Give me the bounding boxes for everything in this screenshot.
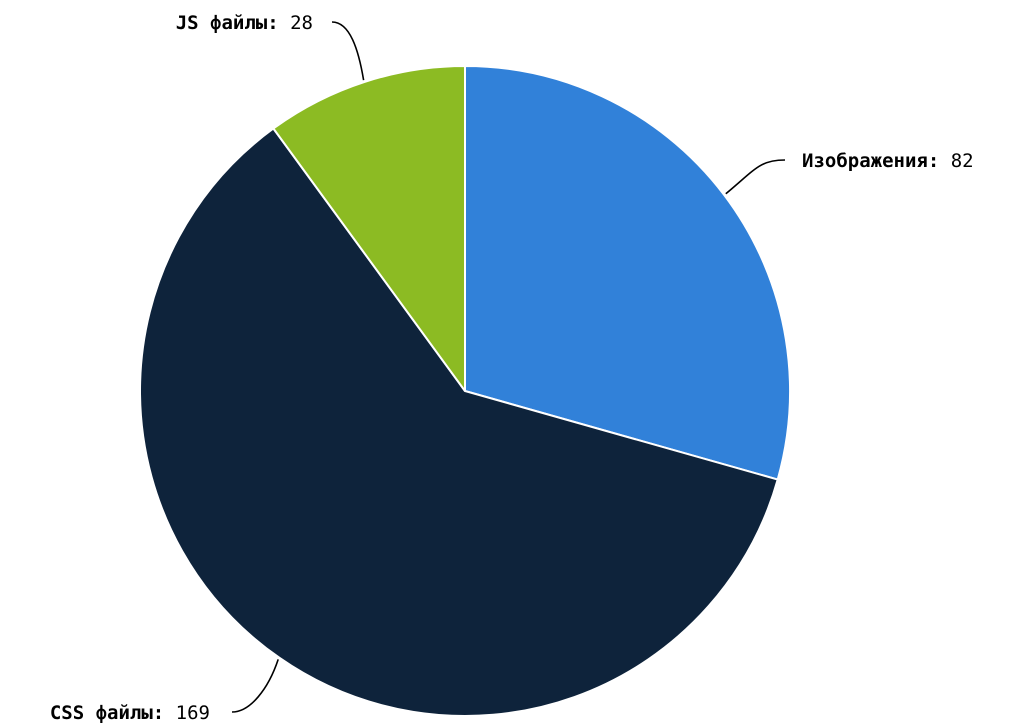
slice-images: [464, 65, 791, 481]
slice-label-images: Изображения: 82: [802, 150, 974, 172]
slice-label-css-files: CSS файлы: 169: [50, 702, 210, 724]
slice-label-js-files: JS файлы: 28: [176, 12, 313, 34]
leader-lines: [231, 21, 786, 713]
slice-css-files: [139, 127, 779, 717]
leader-line-css-files: [231, 659, 279, 713]
leader-line-js-files: [331, 21, 365, 81]
leader-line-images: [725, 159, 786, 195]
pie-slices: [139, 65, 791, 717]
slice-js-files: [272, 65, 466, 392]
